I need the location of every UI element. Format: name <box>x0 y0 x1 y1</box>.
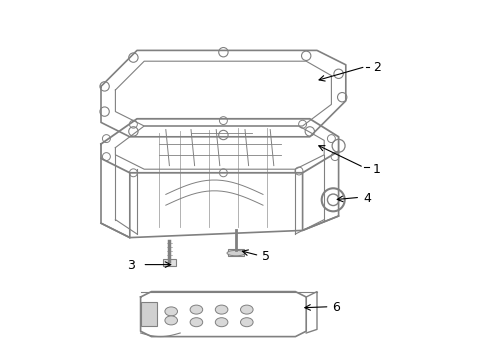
Bar <box>141 302 157 326</box>
Ellipse shape <box>241 305 253 314</box>
Ellipse shape <box>215 318 228 327</box>
Text: 5: 5 <box>262 250 270 263</box>
Text: 3: 3 <box>127 259 135 272</box>
Ellipse shape <box>227 251 245 256</box>
Text: 1: 1 <box>373 163 381 176</box>
Bar <box>228 249 244 256</box>
Ellipse shape <box>215 305 228 314</box>
Ellipse shape <box>165 316 177 325</box>
Text: 4: 4 <box>364 192 372 204</box>
Text: 2: 2 <box>373 61 381 74</box>
Ellipse shape <box>241 318 253 327</box>
Ellipse shape <box>190 318 203 327</box>
Ellipse shape <box>190 305 203 314</box>
Text: 6: 6 <box>332 301 340 314</box>
Bar <box>163 259 176 266</box>
Ellipse shape <box>165 307 177 316</box>
